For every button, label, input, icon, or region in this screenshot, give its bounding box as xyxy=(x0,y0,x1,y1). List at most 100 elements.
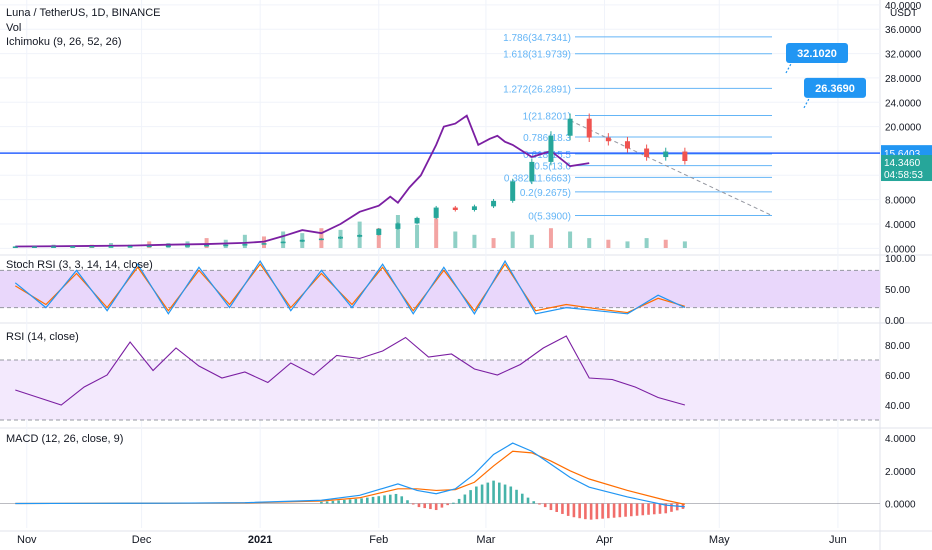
candle-body xyxy=(204,245,210,247)
macd-histogram-bar xyxy=(572,503,576,518)
macd-histogram-bar xyxy=(543,503,547,508)
macd-histogram-bar xyxy=(388,494,392,504)
macd-histogram-bar xyxy=(555,503,558,512)
rsi-label: RSI (14, close) xyxy=(6,331,79,343)
macd-histogram-bar xyxy=(480,484,484,504)
macd-histogram-bar xyxy=(641,503,645,516)
x-tick-label: 2021 xyxy=(248,534,272,546)
candle-body xyxy=(452,207,458,210)
candle-body xyxy=(242,244,248,246)
candle-body xyxy=(70,246,76,248)
macd-histogram-bar xyxy=(503,484,507,504)
macd-histogram-bar xyxy=(664,503,668,514)
macd-histogram-bar xyxy=(658,503,662,514)
macd-histogram-bar xyxy=(325,501,329,504)
candle-body xyxy=(510,181,516,201)
macd-line xyxy=(15,442,685,508)
candle-body xyxy=(471,206,477,210)
volume-bar xyxy=(568,231,573,248)
macd-histogram-bar xyxy=(675,503,679,511)
macd-histogram-bar xyxy=(647,503,650,515)
volume-bar xyxy=(548,228,553,248)
fib-level-label: 0(5.3900) xyxy=(528,212,571,223)
x-tick-label: Apr xyxy=(596,534,613,546)
macd-histogram-bar xyxy=(457,498,461,504)
candle-body xyxy=(146,245,152,248)
x-tick-label: Nov xyxy=(17,534,37,546)
candle-body xyxy=(605,137,611,142)
macd-histogram-bar xyxy=(595,503,599,520)
candle-body xyxy=(414,217,420,224)
main-price-pane[interactable]: 1.786(34.7341) 1.618(31.9739) 1.272(26.289… xyxy=(0,33,880,249)
macd-histogram-bar xyxy=(377,496,381,504)
stoch-rsi-pane[interactable] xyxy=(0,259,880,315)
macd-histogram-bar xyxy=(578,503,581,519)
macd-histogram-bar xyxy=(589,503,593,520)
projection-dashed-line xyxy=(569,120,773,216)
price-tick-label: 28.0000 xyxy=(885,74,922,85)
macd-histogram-bar xyxy=(320,501,323,504)
macd-histogram-bar xyxy=(549,503,553,511)
rsi-pane[interactable] xyxy=(0,335,880,421)
rsi-tick-label: 40.00 xyxy=(885,401,910,412)
fib-level-label: 0.5(13.6 xyxy=(534,162,571,173)
volume-bar xyxy=(663,239,668,248)
volume-bar xyxy=(625,241,630,248)
macd-histogram-bar xyxy=(423,503,426,509)
fib-level-label: 1(21.8201) xyxy=(523,112,571,123)
fib-level-label: 1.618(31.9739) xyxy=(503,50,571,61)
candle-body xyxy=(567,118,573,136)
rsi-tick-label: 80.00 xyxy=(885,341,910,352)
volume-bar xyxy=(472,234,477,248)
price-tick-label: 4.0000 xyxy=(885,220,916,231)
candle-body xyxy=(644,148,650,158)
macd-histogram-bar xyxy=(532,501,536,504)
volume-bar xyxy=(434,218,439,248)
price-tick-label: 40.0000 xyxy=(885,1,922,12)
macd-histogram-bar xyxy=(624,503,627,517)
candle-body xyxy=(108,246,114,248)
callout-box xyxy=(786,42,848,63)
macd-histogram-bar xyxy=(429,503,432,510)
candle-body xyxy=(395,223,401,229)
candle-body xyxy=(31,246,37,248)
price-tick-label: 32.0000 xyxy=(885,50,922,61)
volume-bar xyxy=(529,234,534,248)
macd-histogram-bar xyxy=(383,495,386,504)
candle-body xyxy=(624,141,630,149)
vol-label: Vol xyxy=(6,22,21,34)
macd-tick-label: 4.0000 xyxy=(885,434,916,445)
macd-histogram-bar xyxy=(400,496,404,504)
volume-bar xyxy=(510,231,515,248)
macd-histogram-bar xyxy=(411,503,415,505)
candle-body xyxy=(12,246,18,249)
macd-histogram-bar xyxy=(486,482,490,504)
level-price-text: 15.6403 xyxy=(884,149,921,160)
x-tick-label: Mar xyxy=(476,534,495,546)
volume-bar xyxy=(453,231,458,248)
macd-histogram-bar xyxy=(354,498,358,504)
macd-histogram-bar xyxy=(566,503,570,516)
candle-body xyxy=(261,243,267,245)
stoch-tick-label: 50.00 xyxy=(885,285,910,296)
ichimoku-label: Ichimoku (9, 26, 52, 26) xyxy=(6,36,122,48)
candle-body xyxy=(682,151,688,161)
macd-histogram-bar xyxy=(561,503,564,514)
volume-bar xyxy=(395,215,400,248)
macd-histogram-bar xyxy=(452,502,455,504)
macd-histogram-bar xyxy=(366,497,369,504)
candle-body xyxy=(165,245,171,247)
macd-tick-label: 0.0000 xyxy=(885,500,916,511)
rsi-line xyxy=(15,335,686,406)
candle-body xyxy=(338,236,344,239)
macd-histogram-bar xyxy=(348,499,352,504)
current-price-text: 14.3460 xyxy=(884,158,921,169)
macd-histogram-bar xyxy=(371,496,375,504)
stoch-rsi-label: Stoch RSI (3, 3, 14, 14, close) xyxy=(6,259,153,271)
macd-histogram-bar xyxy=(520,493,524,504)
candle-body xyxy=(318,238,324,241)
macd-pane[interactable] xyxy=(0,442,880,520)
callout-pointer xyxy=(785,61,793,74)
macd-histogram-bar xyxy=(601,503,604,519)
